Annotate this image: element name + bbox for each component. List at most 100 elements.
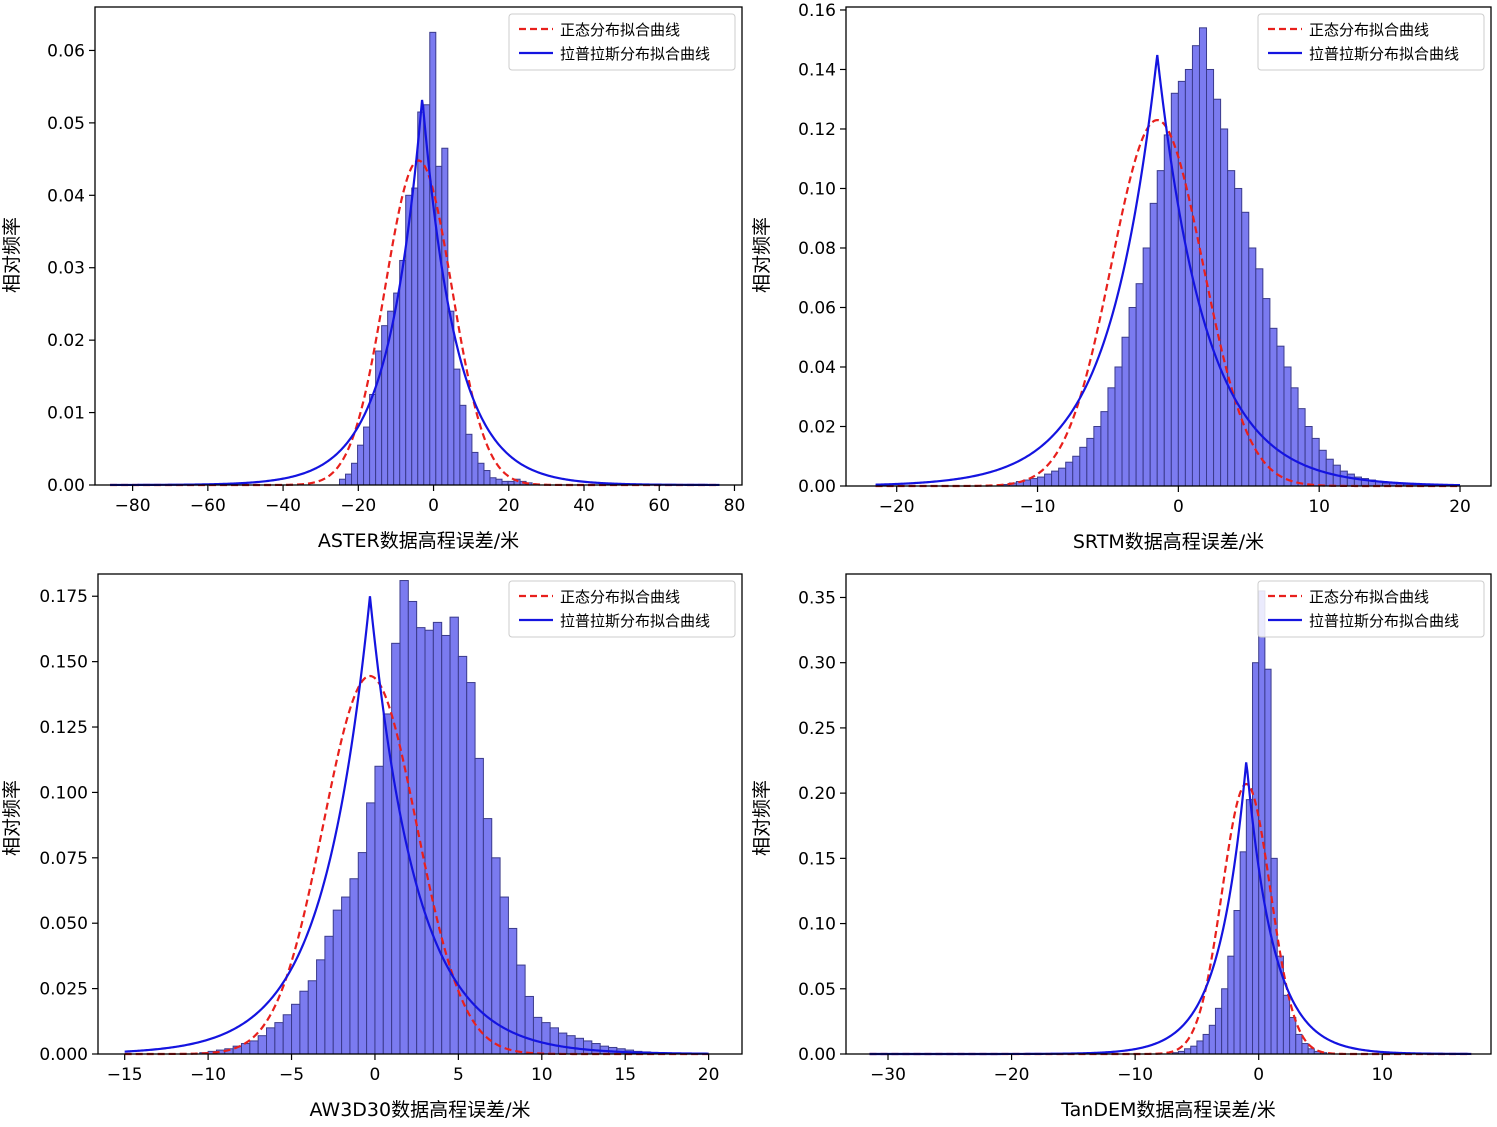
x-tick-label: −20 (994, 1065, 1030, 1085)
histogram-bar (1114, 366, 1123, 487)
histogram-bar (435, 165, 443, 486)
y-tick-label: 0.25 (798, 719, 836, 739)
x-tick-label: 20 (498, 496, 520, 516)
histogram-bar (1346, 473, 1355, 487)
histogram-bar (1208, 1024, 1216, 1055)
x-tick-label: −10 (190, 1065, 226, 1085)
histogram-bar (424, 629, 434, 1055)
histogram-bar (1233, 910, 1241, 1055)
chart-panel-aster: −80 −60 −40 −20 0 20 40 60 80 0.00 0.01 0.02 0.03 0.0… (1, 6, 745, 552)
y-tick-label: 0.04 (47, 186, 85, 206)
histogram-bar (307, 980, 318, 1055)
histogram-bar (1311, 437, 1320, 487)
x-tick-label: 10 (531, 1065, 553, 1085)
histogram-bar (357, 852, 368, 1055)
x-axis-label: TanDEM数据高程误差/米 (1060, 1099, 1276, 1121)
y-tick-label: 0.06 (47, 41, 85, 61)
legend-laplace-label: 拉普拉斯分布拟合曲线 (1309, 612, 1459, 630)
histogram-bar (1241, 211, 1250, 487)
y-tick-label: 0.02 (798, 417, 836, 437)
histogram-bar (1177, 80, 1186, 487)
y-tick-label: 0.00 (798, 1045, 836, 1065)
histogram-bar (441, 634, 451, 1055)
x-tick-label: −80 (115, 496, 151, 516)
histogram-bar (495, 478, 503, 486)
histogram-bar (1282, 994, 1291, 1055)
axes-frame (845, 573, 1492, 1055)
histogram-bar (1100, 411, 1109, 487)
y-tick-label: 0.05 (47, 114, 85, 134)
x-tick-label: −40 (265, 496, 301, 516)
histogram-bar (566, 1035, 576, 1055)
histogram-bar (471, 451, 479, 486)
histogram-bar (1220, 128, 1229, 487)
y-tick-label: 0.000 (39, 1045, 88, 1065)
laplace-fit-curve (110, 99, 720, 487)
histogram-bar (524, 995, 534, 1055)
y-tick-label: 0.00 (47, 476, 85, 496)
histogram-bar (274, 1022, 284, 1055)
legend-laplace-label: 拉普拉斯分布拟合曲线 (560, 45, 710, 63)
histogram-bar (374, 765, 384, 1055)
histogram-bar (1065, 461, 1074, 487)
histogram-bar (1072, 455, 1081, 487)
y-axis-label: 相对频率 (1, 780, 23, 856)
histogram-bar (549, 1027, 559, 1055)
histogram-bar (489, 477, 497, 486)
histogram-bar (1051, 470, 1060, 487)
histogram-bar (299, 990, 309, 1055)
histogram-bar (417, 111, 425, 486)
y-tick-label: 0.06 (798, 298, 836, 318)
y-tick-label: 0.00 (798, 477, 836, 497)
y-tick-label: 0.03 (47, 259, 85, 279)
histogram-bar (1202, 1033, 1210, 1055)
legend-normal-label: 正态分布拟合曲线 (560, 588, 680, 606)
x-tick-label: −15 (107, 1065, 143, 1085)
y-tick-label: 0.04 (798, 358, 836, 378)
histogram-bar (393, 292, 401, 486)
histogram-bar (1307, 1048, 1315, 1055)
histogram-bar (1221, 988, 1229, 1055)
histogram-bar (477, 462, 485, 486)
histogram-bar (1135, 283, 1144, 487)
histogram-bar (369, 393, 377, 486)
histogram-bar (1190, 1045, 1198, 1055)
histogram-bar (1149, 202, 1158, 487)
laplace-fit-curve (875, 54, 1461, 487)
legend-normal-label: 正态分布拟合曲线 (1309, 21, 1429, 39)
x-tick-label: 0 (428, 496, 439, 516)
chart-panel-aw3d30: −15 −10 −5 0 5 10 15 20 0.000 0.025 0.050 0.075 0.10… (1, 573, 743, 1121)
histogram-bar (574, 1037, 584, 1055)
histogram-bar (351, 462, 359, 486)
x-axis-label: AW3D30数据高程误差/米 (309, 1099, 530, 1121)
y-axis-label: 相对频率 (751, 217, 773, 293)
histogram-bar (1269, 327, 1278, 487)
y-tick-label: 0.05 (798, 980, 836, 1000)
histogram-bar (557, 1032, 568, 1055)
histogram-bar (1093, 426, 1102, 487)
legend-box (508, 580, 736, 638)
x-tick-label: 20 (698, 1065, 720, 1085)
histogram-bar (391, 642, 401, 1055)
histogram-bar (1213, 98, 1222, 487)
histogram-bars (199, 580, 668, 1055)
histogram-bar (339, 478, 347, 486)
x-tick-label: 60 (648, 496, 670, 516)
x-tick-label: 0 (1173, 497, 1184, 517)
histogram-bar (266, 1027, 276, 1055)
histogram-bar (332, 909, 343, 1055)
histogram-bar (1206, 68, 1215, 487)
histogram-bar (441, 147, 449, 486)
histogram-bar (1079, 446, 1088, 487)
histogram-bar (366, 802, 376, 1055)
y-tick-label: 0.025 (39, 980, 88, 1000)
x-tick-label: −20 (340, 496, 376, 516)
histogram-bar (432, 621, 443, 1055)
x-tick-label: −60 (190, 496, 226, 516)
histogram-bar (1037, 476, 1046, 487)
histogram-bar (411, 187, 419, 486)
laplace-fit-curve (124, 596, 709, 1055)
